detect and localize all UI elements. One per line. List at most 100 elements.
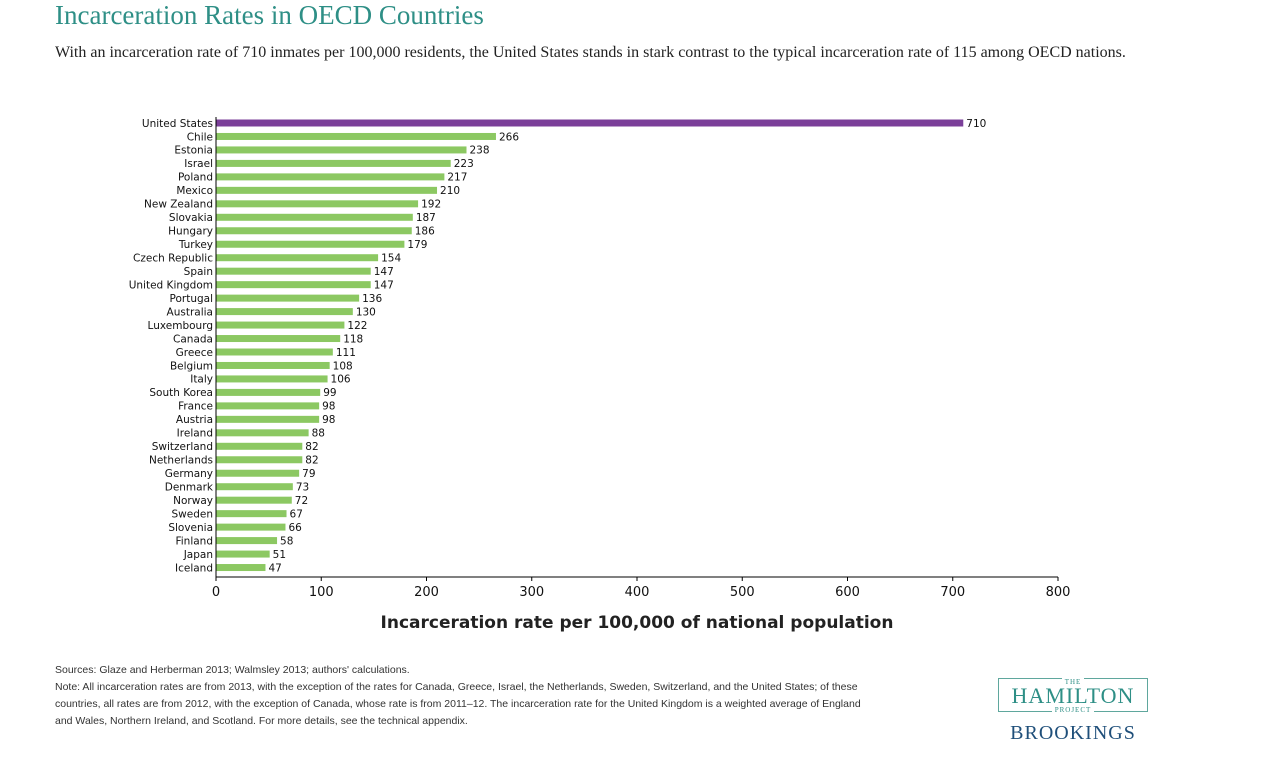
logo-brookings: BROOKINGS — [1010, 722, 1136, 744]
value-label: 58 — [280, 535, 293, 547]
value-label: 179 — [407, 239, 427, 251]
sources-text: Sources: Glaze and Herberman 2013; Walms… — [55, 664, 410, 676]
category-label: Sweden — [172, 508, 214, 520]
logo-the: THE — [998, 678, 1148, 686]
bar-canada — [216, 335, 341, 343]
bar-turkey — [216, 240, 405, 248]
value-label: 82 — [305, 441, 318, 453]
category-label: Germany — [165, 468, 213, 480]
category-label: Portugal — [170, 293, 214, 305]
x-tick-label: 300 — [519, 585, 544, 600]
value-label: 154 — [381, 253, 401, 265]
x-tick-label: 500 — [730, 585, 755, 600]
value-label: 192 — [421, 199, 441, 211]
category-label: Italy — [190, 374, 213, 386]
value-label: 111 — [336, 347, 356, 359]
bar-spain — [216, 267, 371, 275]
category-label: Austria — [176, 414, 213, 426]
value-label: 147 — [374, 266, 394, 278]
category-label: Greece — [176, 347, 213, 359]
note-text: Note: All incarceration rates are from 2… — [55, 681, 861, 727]
category-label: Belgium — [170, 360, 213, 372]
category-label: Switzerland — [152, 441, 213, 453]
value-label: 79 — [302, 468, 315, 480]
value-label: 223 — [454, 158, 474, 170]
bar-slovakia — [216, 213, 413, 221]
value-label: 108 — [333, 360, 353, 372]
value-label: 130 — [356, 306, 376, 318]
value-label: 106 — [331, 374, 351, 386]
bar-chart: United States 710 Chile 266 Estonia 238 Israel… — [129, 117, 1071, 633]
value-label: 210 — [440, 185, 460, 197]
category-label: Slovakia — [169, 212, 213, 224]
bar-denmark — [216, 483, 293, 491]
category-label: United States — [142, 118, 213, 130]
category-label: New Zealand — [144, 199, 213, 211]
bar-estonia — [216, 146, 467, 154]
value-label: 136 — [362, 293, 382, 305]
x-tick-label: 100 — [309, 585, 334, 600]
bar-new-zealand — [216, 200, 419, 208]
bar-belgium — [216, 361, 330, 369]
category-label: Japan — [183, 549, 213, 561]
value-label: 98 — [322, 401, 335, 413]
category-label: France — [178, 401, 213, 413]
value-label: 98 — [322, 414, 335, 426]
bar-poland — [216, 173, 445, 181]
bar-australia — [216, 308, 353, 316]
category-label: Ireland — [177, 428, 213, 440]
value-label: 66 — [288, 522, 302, 534]
value-label: 710 — [966, 118, 986, 130]
category-label: Slovenia — [168, 522, 213, 534]
category-label: Canada — [173, 333, 213, 345]
bar-united-states — [216, 119, 964, 127]
value-label: 73 — [296, 482, 309, 494]
bar-switzerland — [216, 442, 303, 450]
bar-france — [216, 402, 320, 410]
chart-title: Incarceration Rates in OECD Countries — [55, 0, 484, 30]
bar-japan — [216, 550, 270, 558]
bar-hungary — [216, 227, 412, 235]
bar-czech-republic — [216, 254, 379, 262]
category-label: Poland — [178, 172, 213, 184]
value-label: 238 — [470, 145, 490, 157]
x-axis-ticks: 0 100 200 300 400 500 600 700 800 — [212, 577, 1071, 600]
x-tick-label: 0 — [212, 585, 220, 600]
bar-norway — [216, 496, 292, 504]
bar-israel — [216, 159, 451, 167]
bar-finland — [216, 537, 278, 545]
bar-slovenia — [216, 523, 286, 531]
bar-ireland — [216, 429, 309, 437]
hamilton-brookings-logo: THE HAMILTON PROJECT BROOKINGS — [998, 678, 1150, 748]
value-label: 147 — [374, 279, 394, 291]
bar-chile — [216, 132, 496, 140]
x-tick-label: 700 — [940, 585, 965, 600]
x-axis-title: Incarceration rate per 100,000 of nation… — [381, 613, 894, 633]
category-label: Estonia — [174, 145, 213, 157]
value-label: 47 — [268, 562, 281, 574]
value-label: 118 — [343, 333, 363, 345]
category-label: Czech Republic — [133, 253, 213, 265]
bar-united-kingdom — [216, 281, 371, 289]
value-label: 186 — [415, 226, 435, 238]
value-label: 88 — [312, 428, 325, 440]
value-label: 187 — [416, 212, 436, 224]
value-label: 72 — [295, 495, 308, 507]
source-notes: Sources: Glaze and Herberman 2013; Walms… — [55, 662, 865, 730]
bar-austria — [216, 415, 320, 423]
bar-luxembourg — [216, 321, 345, 329]
value-label: 51 — [273, 549, 286, 561]
bar-portugal — [216, 294, 360, 302]
x-tick-label: 600 — [835, 585, 860, 600]
bar-greece — [216, 348, 333, 356]
category-label: Mexico — [176, 185, 213, 197]
category-label: Denmark — [165, 482, 214, 494]
bar-sweden — [216, 510, 287, 518]
category-label: Australia — [167, 306, 213, 318]
bar-iceland — [216, 564, 266, 572]
bar-south-korea — [216, 388, 321, 396]
x-tick-label: 800 — [1046, 585, 1071, 600]
value-label: 266 — [499, 131, 519, 143]
bars-layer: United States 710 Chile 266 Estonia 238 Israel… — [129, 118, 987, 575]
value-label: 67 — [290, 508, 303, 520]
